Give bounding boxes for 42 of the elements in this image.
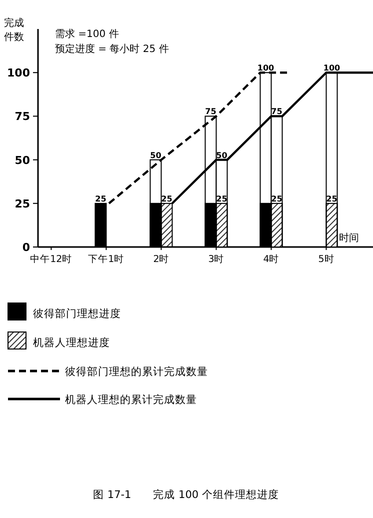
bar xyxy=(204,202,217,248)
x-tick-label: 4时 xyxy=(263,253,280,265)
data-label: 25 xyxy=(95,194,107,204)
bar xyxy=(326,202,338,248)
data-label: 50 xyxy=(216,150,228,160)
bar xyxy=(216,202,228,248)
y-axis-title: 完成件数 xyxy=(4,17,24,43)
data-label: 25 xyxy=(326,194,338,204)
y-tick-label: 75 xyxy=(14,110,30,124)
x-tick-label: 5时 xyxy=(318,253,334,265)
text: 图 17-1 完成 100 个组件理想进度 xyxy=(93,488,279,501)
x-tick-label: 下午1时 xyxy=(88,253,124,265)
x-tick-label: 中午12时 xyxy=(30,253,72,265)
data-label: 75 xyxy=(205,107,217,116)
annotation: 预定进度 = 每小时 25 件 xyxy=(55,43,169,55)
bar xyxy=(150,202,162,248)
data-label: 50 xyxy=(150,150,162,160)
bar xyxy=(94,202,107,248)
data-label: 25 xyxy=(161,194,173,204)
y-tick-label: 0 xyxy=(22,241,30,254)
x-tick-label: 3时 xyxy=(208,253,224,265)
legend-label: 彼得部门理想进度 xyxy=(33,307,121,320)
y-tick-label: 100 xyxy=(7,66,30,80)
bar xyxy=(160,202,173,248)
bar xyxy=(270,202,283,248)
bar xyxy=(260,202,272,248)
data-label: 75 xyxy=(271,107,283,116)
data-label: 100 xyxy=(323,64,341,73)
legend-label: 机器人理想的累计完成数量 xyxy=(65,393,197,406)
data-label: 100 xyxy=(257,64,275,73)
y-tick-label: 50 xyxy=(14,154,30,167)
legend-label: 彼得部门理想的累计完成数量 xyxy=(65,365,208,378)
data-label: 25 xyxy=(271,194,283,204)
data-label: 25 xyxy=(216,194,228,204)
x-tick-label: 2时 xyxy=(153,253,170,265)
line-series xyxy=(171,72,373,204)
line-series xyxy=(108,72,289,204)
annotation: 需求 =100 件 xyxy=(55,28,119,40)
y-tick-label: 25 xyxy=(14,197,30,210)
x-axis-title: 时间 xyxy=(339,232,359,244)
legend-label: 机器人理想进度 xyxy=(33,336,110,349)
plot: 0 25 50 75 100 中午12时 下午1时 2时 3时 4时 5时 时间 完成件数 需求 =100 件 预定进度 = 每小时 25 件 50 75 100 50 75 100 25 25 25 25 25 xyxy=(4,18,373,265)
